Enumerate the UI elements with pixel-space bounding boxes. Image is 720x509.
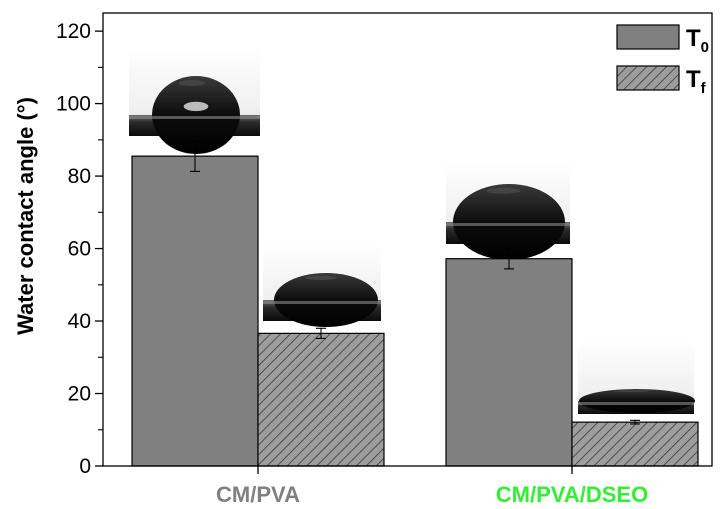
y-tick-label: 0: [79, 455, 91, 478]
y-tick-label: 40: [68, 310, 91, 333]
x-category-label: CM/PVA/DSEO: [496, 482, 648, 507]
y-tick-label: 60: [68, 238, 91, 261]
bar-f-1: [571, 421, 699, 467]
error-bar: [190, 140, 200, 172]
bar-0-0: [131, 155, 259, 467]
bar-0-1: [445, 258, 573, 467]
error-bars: [190, 140, 640, 425]
droplet-image: [263, 243, 381, 327]
y-tick-label: 20: [68, 383, 91, 406]
legend: T0 Tf: [616, 24, 709, 97]
droplet-image: [446, 160, 570, 260]
plot-frame: [102, 12, 713, 467]
y-axis-label: Water contact angle (°): [13, 97, 38, 335]
y-tick-label: 80: [68, 165, 91, 188]
legend-label: Tf: [686, 66, 707, 97]
bar-f-0: [257, 332, 385, 467]
legend-swatch: [616, 65, 680, 91]
y-axis: 0 20 40 60 80 100 120: [56, 20, 103, 478]
droplet-image: [129, 46, 260, 154]
x-category-label: CM/PVA: [216, 482, 300, 507]
error-bar: [630, 419, 640, 425]
legend-label: T0: [686, 25, 709, 56]
error-bar: [504, 248, 514, 270]
error-bar: [316, 327, 326, 339]
droplet-image: [578, 340, 695, 414]
legend-swatch: [616, 24, 680, 50]
y-tick-label: 100: [56, 93, 91, 116]
legend-item: Tf: [616, 65, 707, 97]
y-tick-label: 120: [56, 20, 91, 43]
x-axis: CM/PVA CM/PVA/DSEO: [216, 466, 648, 507]
droplet-images: [129, 46, 695, 414]
legend-item: T0: [616, 24, 709, 56]
bars: [131, 155, 699, 467]
